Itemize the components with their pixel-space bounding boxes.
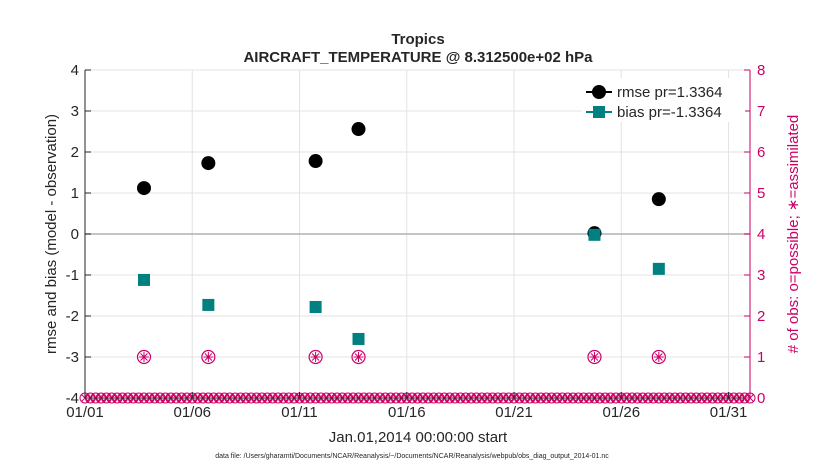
- y-tick-label: 3: [71, 103, 79, 120]
- y-right-tick-label: 1: [757, 349, 765, 366]
- obs-count-possible-marker: [201, 349, 216, 365]
- bias-point: [588, 228, 601, 241]
- rmse-point: [308, 154, 323, 169]
- y-right-tick-label: 8: [757, 62, 765, 79]
- y-right-tick-label: 6: [757, 144, 765, 161]
- obs-count-possible-marker: [136, 349, 152, 365]
- legend: rmse pr=1.3364 bias pr=-1.3364: [582, 78, 745, 122]
- footnote: data file: /Users/gharamti/Documents/NCA…: [215, 453, 609, 460]
- rmse-point: [651, 192, 666, 207]
- y-tick-label: 0: [71, 226, 79, 243]
- legend-bias-label: bias pr=-1.3364: [617, 104, 722, 121]
- obs-count-possible-marker: [351, 349, 366, 365]
- y-right-tick-label: 2: [757, 308, 765, 325]
- y-axis-label: rmse and bias (model - observation): [43, 114, 60, 354]
- y-right-tick-label: 3: [757, 267, 765, 284]
- obs-count-possible-marker: [308, 349, 323, 365]
- y-tick-label: -3: [66, 349, 79, 366]
- x-tick-label: 01/31: [710, 404, 748, 421]
- y-tick-label: 1: [71, 185, 79, 202]
- y-tick-label: -2: [66, 308, 79, 325]
- y-right-tick-label: 7: [757, 103, 765, 120]
- x-tick-label: 01/01: [66, 404, 104, 421]
- bias-point: [202, 298, 215, 311]
- bias-point: [309, 300, 322, 313]
- y-right-tick-label: 5: [757, 185, 765, 202]
- rmse-point: [351, 122, 366, 137]
- chart-subtitle: AIRCRAFT_TEMPERATURE @ 8.312500e+02 hPa: [243, 49, 593, 66]
- bias-point: [652, 262, 665, 275]
- series-layer: [136, 122, 666, 345]
- y-tick-label: -4: [66, 390, 79, 407]
- obs-count-assimilated-marker: [353, 352, 364, 362]
- x-axis-label: Jan.01,2014 00:00:00 start: [329, 429, 508, 446]
- y-axis-right-label: # of obs: o=possible; ∗=assimilated: [785, 115, 802, 354]
- obs-count-possible-marker: [587, 349, 602, 365]
- chart-title: Tropics: [391, 31, 444, 48]
- obs-count-assimilated-marker: [203, 352, 214, 362]
- x-tick-label: 01/06: [173, 404, 211, 421]
- rmse-point: [201, 156, 216, 171]
- obs-count-assimilated-marker: [138, 352, 149, 362]
- y-tick-label: 2: [71, 144, 79, 161]
- x-tick-label: 01/21: [495, 404, 533, 421]
- x-tick-label: 01/26: [603, 404, 641, 421]
- y-tick-label: -1: [66, 267, 79, 284]
- legend-bias-marker: [593, 106, 605, 118]
- bias-point: [352, 332, 365, 345]
- axes-layer: 01/01 01/06 01/11 01/16 01/21 01/26 01/31 -4 -3 -…: [66, 62, 766, 421]
- rmse-point: [136, 181, 151, 196]
- obs-count-possible-marker: [651, 349, 666, 365]
- legend-rmse-label: rmse pr=1.3364: [617, 84, 722, 101]
- y-right-tick-label: 0: [757, 390, 765, 407]
- bias-point: [137, 273, 150, 286]
- legend-box: [582, 78, 745, 122]
- y-right-tick-label: 4: [757, 226, 765, 243]
- obs-count-assimilated-marker: [589, 352, 600, 362]
- y-tick-label: 4: [71, 62, 79, 79]
- obs-count-assimilated-marker: [310, 352, 321, 362]
- legend-rmse-marker: [592, 85, 606, 99]
- x-tick-label: 01/11: [281, 404, 317, 421]
- obs-count-assimilated-marker: [653, 352, 664, 362]
- x-tick-label: 01/16: [388, 404, 426, 421]
